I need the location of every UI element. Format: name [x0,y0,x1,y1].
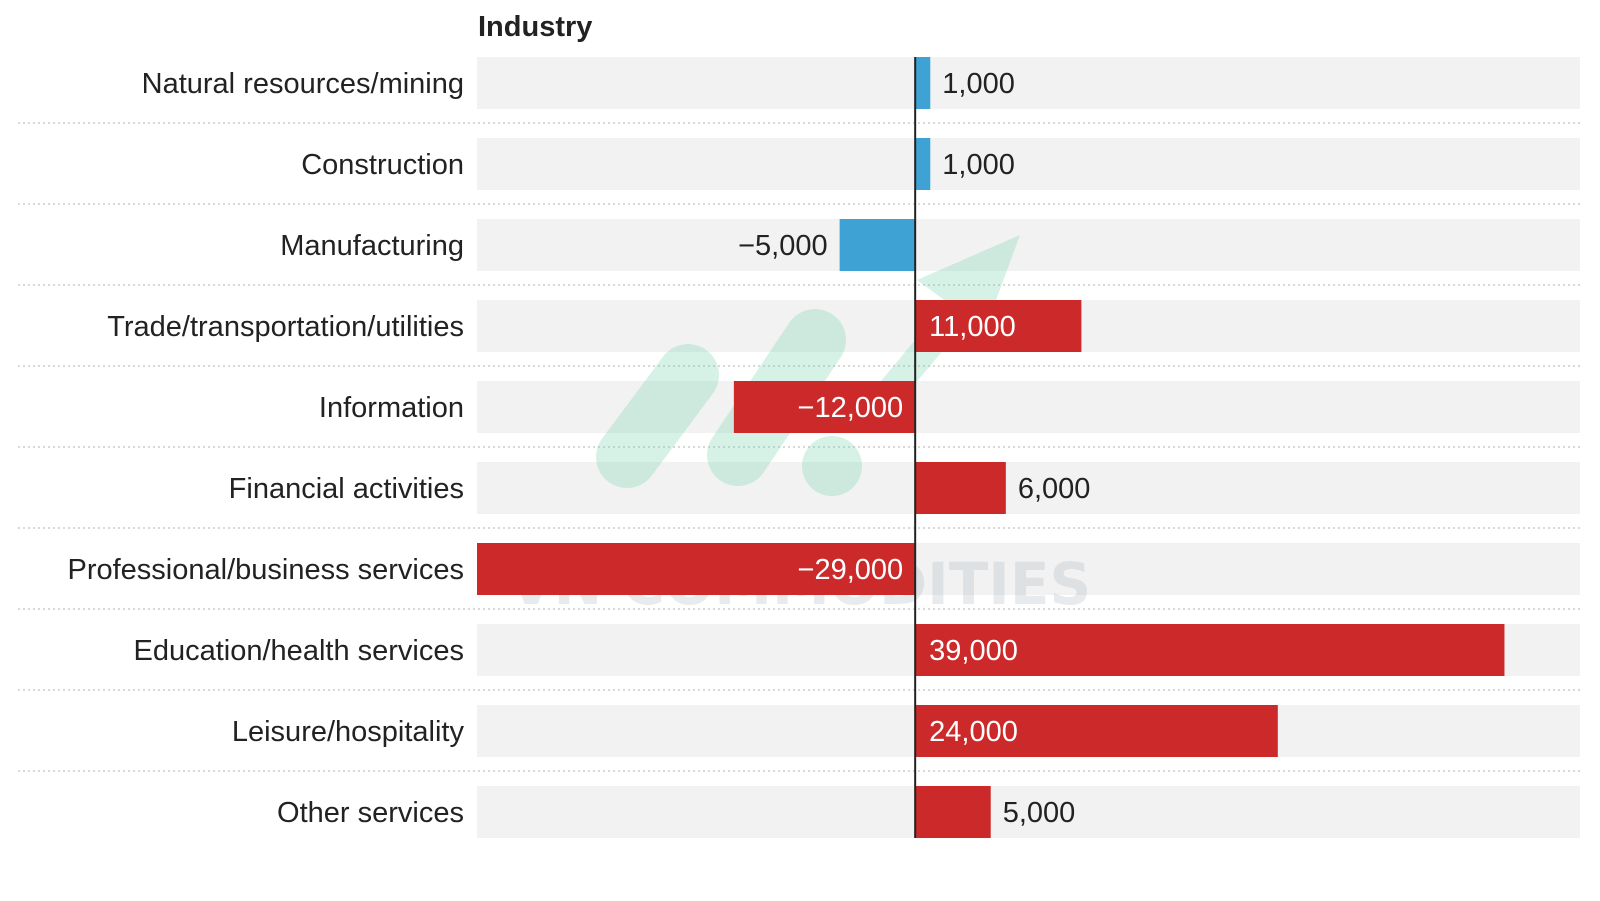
category-label: Leisure/hospitality [232,716,465,748]
bar [839,219,916,271]
bar [915,624,1505,676]
category-label: Trade/transportation/utilities [107,311,464,343]
value-label: −5,000 [738,230,828,262]
row-track [477,57,1580,109]
category-label: Information [319,392,464,424]
row-track [477,786,1580,838]
watermark-logo-arrow [917,235,1020,330]
bar [477,543,916,595]
category-label: Education/health services [134,635,464,667]
row-track [477,219,1580,271]
category-label: Natural resources/mining [142,68,464,100]
value-label: 1,000 [942,68,1015,100]
bar [915,462,1006,514]
category-label: Construction [301,149,464,181]
watermark-logo-dot [802,436,862,496]
category-label: Manufacturing [280,230,464,262]
row-track [477,138,1580,190]
category-label: Other services [277,797,464,829]
value-label: 1,000 [942,149,1015,181]
value-label: 11,000 [929,311,1016,343]
watermark-logo-stroke [596,344,719,488]
category-label: Professional/business services [67,554,464,586]
bar [915,786,991,838]
bar [915,705,1278,757]
value-labels: 1,000 1,000 −5,000 11,000 −12,000 6,000 −29,00… [738,68,1090,829]
category-labels: Natural resources/mining Construction Manu… [67,68,464,829]
bar [915,138,931,190]
value-label: 24,000 [929,716,1018,748]
value-label: 39,000 [929,635,1018,667]
row-track [477,381,1580,433]
bar [915,57,931,109]
row-separators [18,122,1580,772]
row-track [477,462,1580,514]
value-label: 6,000 [1018,473,1091,505]
bar [733,381,916,433]
bar [915,300,1082,352]
bars [477,57,1505,838]
value-label: 5,000 [1003,797,1076,829]
column-header: Industry [478,11,592,43]
category-label: Financial activities [229,473,464,505]
value-label: −12,000 [798,392,904,424]
value-label: −29,000 [798,554,904,586]
